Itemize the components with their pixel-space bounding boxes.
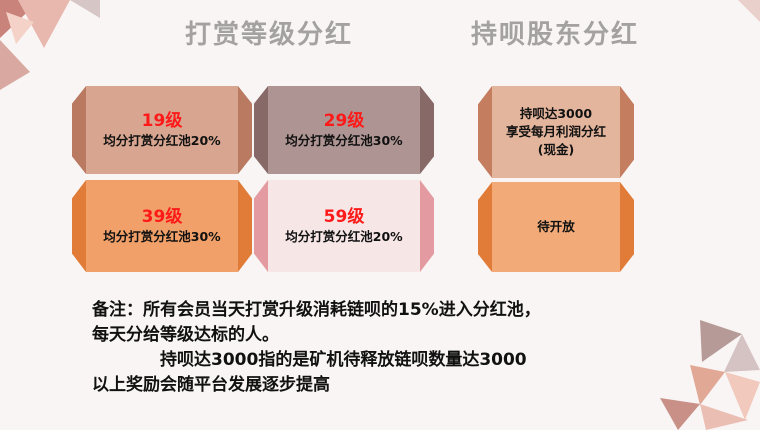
level-desc: 均分打赏分红池20%: [285, 229, 403, 244]
holder-line: 持呗达3000: [519, 106, 593, 121]
tile-side: [238, 180, 252, 272]
heading-holder-dividend: 持呗股东分红: [471, 20, 640, 50]
level-desc: 均分打赏分红池30%: [285, 133, 403, 148]
level-tile-19: 19级 均分打赏分红池20%: [72, 86, 252, 174]
deco-triangle: [724, 334, 760, 372]
tile-side: [72, 180, 86, 272]
tile-side: [72, 86, 86, 174]
deco-triangle: [0, 40, 30, 90]
tile-side: [254, 86, 268, 174]
deco-triangle: [660, 398, 700, 430]
note-line-2: 每天分给等级达标的人。: [92, 325, 279, 345]
note-line-4: 以上奖励会随平台发展逐步提高: [92, 375, 330, 395]
level-tile-59: 59级 均分打赏分红池20%: [254, 180, 434, 272]
deco-triangle: [70, 0, 100, 18]
tile-side: [254, 180, 268, 272]
deco-triangle: [18, 0, 70, 48]
level-label: 29级: [323, 111, 365, 131]
level-desc: 均分打赏分红池30%: [103, 229, 221, 244]
level-tile-39: 39级 均分打赏分红池30%: [72, 180, 252, 272]
level-label: 59级: [323, 207, 365, 227]
holder-line: 享受每月利润分红: [505, 124, 606, 139]
deco-triangle: [700, 320, 742, 362]
note-line-3: 持呗达3000指的是矿机待释放链呗数量达3000: [160, 350, 527, 370]
deco-triangle: [725, 372, 760, 420]
level-label: 19级: [141, 111, 183, 131]
level-label: 39级: [141, 207, 183, 227]
level-desc: 均分打赏分红池20%: [103, 133, 221, 148]
note-line-1: 备注：所有会员当天打赏升级消耗链呗的15%进入分红池，: [92, 300, 541, 320]
holder-tile-profit: 持呗达3000 享受每月利润分红 (现金): [478, 86, 634, 178]
tile-side: [620, 182, 634, 272]
tile-side: [478, 86, 492, 178]
holder-tile-pending: 待开放: [478, 182, 634, 272]
deco-triangle: [738, 0, 760, 22]
level-tile-29: 29级 均分打赏分红池30%: [254, 86, 434, 174]
tile-side: [420, 86, 434, 174]
tile-side: [420, 180, 434, 272]
deco-triangle: [6, 12, 34, 44]
tile-side: [478, 182, 492, 272]
deco-triangle: [690, 365, 725, 405]
holder-line: 待开放: [537, 219, 575, 234]
heading-dividend-by-level: 打赏等级分红: [185, 20, 354, 50]
tile-side: [238, 86, 252, 174]
tile-side: [620, 86, 634, 178]
holder-line: (现金): [537, 142, 575, 157]
deco-triangle: [700, 404, 748, 430]
